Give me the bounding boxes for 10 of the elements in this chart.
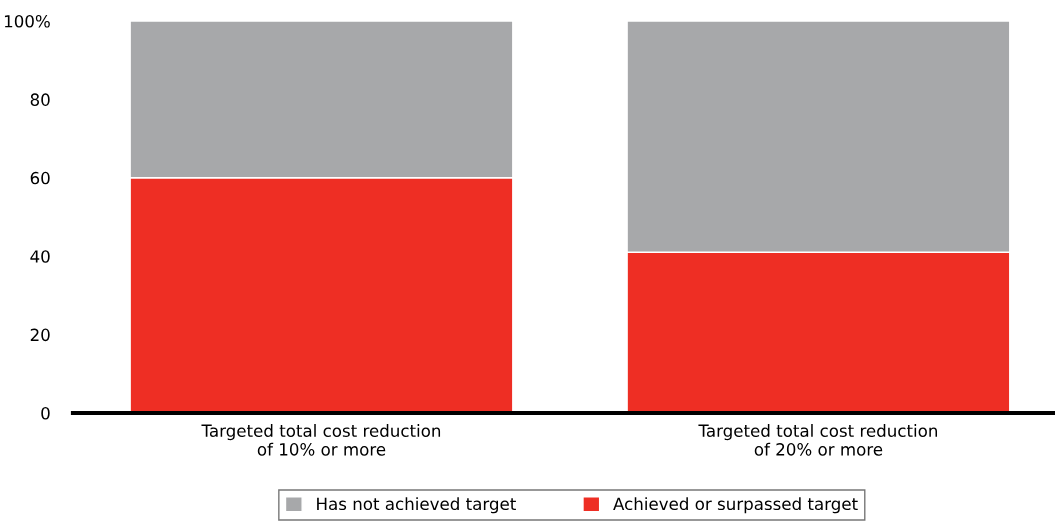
x-tick-label: Targeted total cost reduction of 20% or more	[698, 424, 938, 456]
y-tick-label: 0	[41, 406, 50, 420]
legend-label: Has not achieved target	[317, 497, 516, 514]
x-tick-label: Targeted total cost reduction of 10% or more	[201, 424, 441, 456]
y-tick-label: 80	[30, 93, 50, 106]
y-tick-label: 20	[30, 328, 50, 342]
y-tick-label: 60	[30, 171, 50, 185]
y-tick-label: 40	[30, 250, 50, 263]
legend-label: Achieved or surpassed target	[613, 497, 858, 514]
y-tick-label: 100%	[4, 14, 50, 28]
